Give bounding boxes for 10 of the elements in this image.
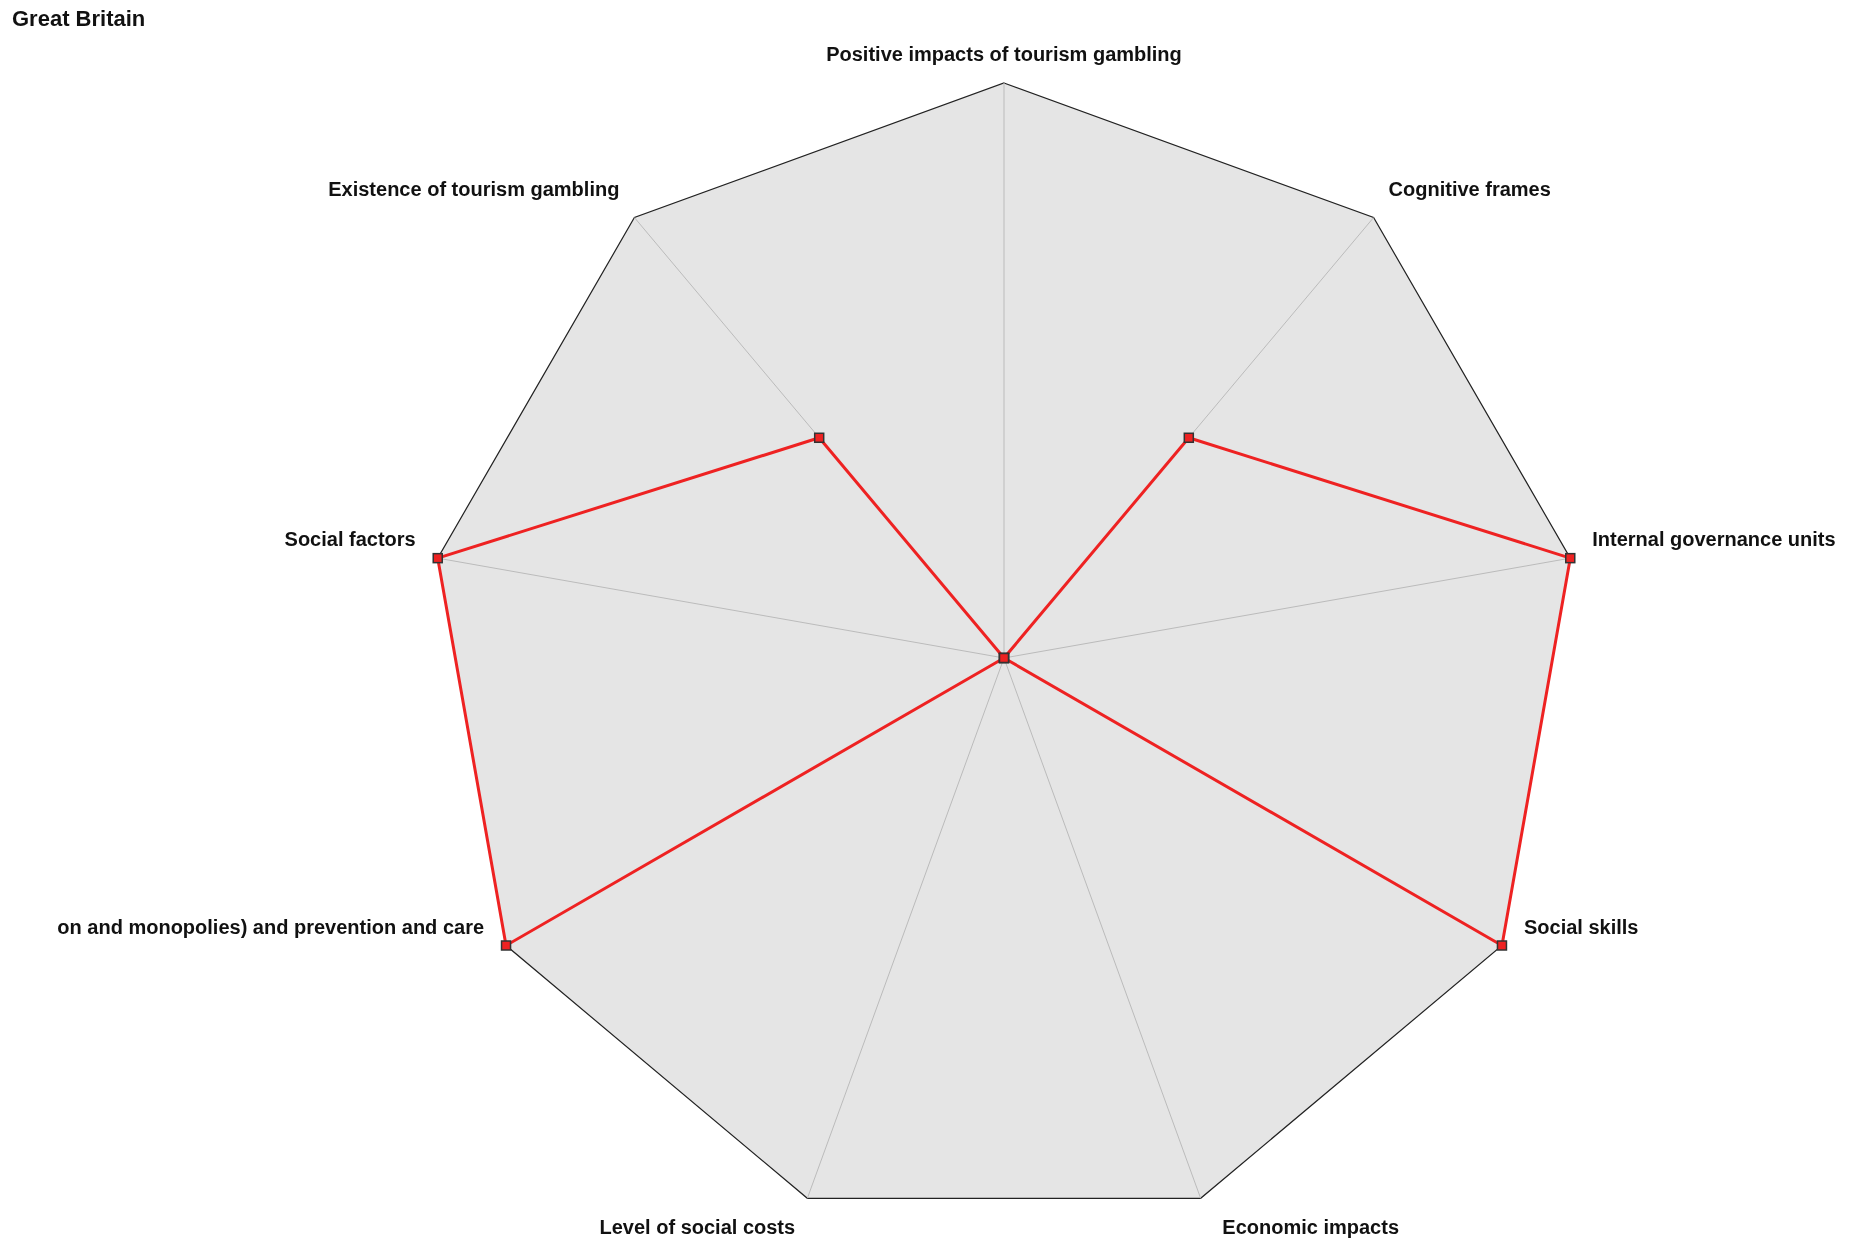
spoke-label: Internal governance units	[1592, 528, 1836, 551]
spoke-label: Cognitive frames	[1388, 177, 1551, 200]
spoke-label: Level of social costs	[599, 1216, 796, 1239]
spoke-label: Economic impacts	[1222, 1216, 1400, 1239]
chart-title: Great Britain	[12, 6, 146, 31]
spoke-label: Social factors	[284, 528, 416, 551]
spoke-label: on and monopolies) and prevention and care	[57, 915, 485, 938]
spoke-label: Positive impacts of tourism gambling	[826, 43, 1182, 65]
spoke-label: Social skills	[1523, 915, 1639, 938]
spoke-label: Existence of tourism gambling	[328, 177, 620, 200]
